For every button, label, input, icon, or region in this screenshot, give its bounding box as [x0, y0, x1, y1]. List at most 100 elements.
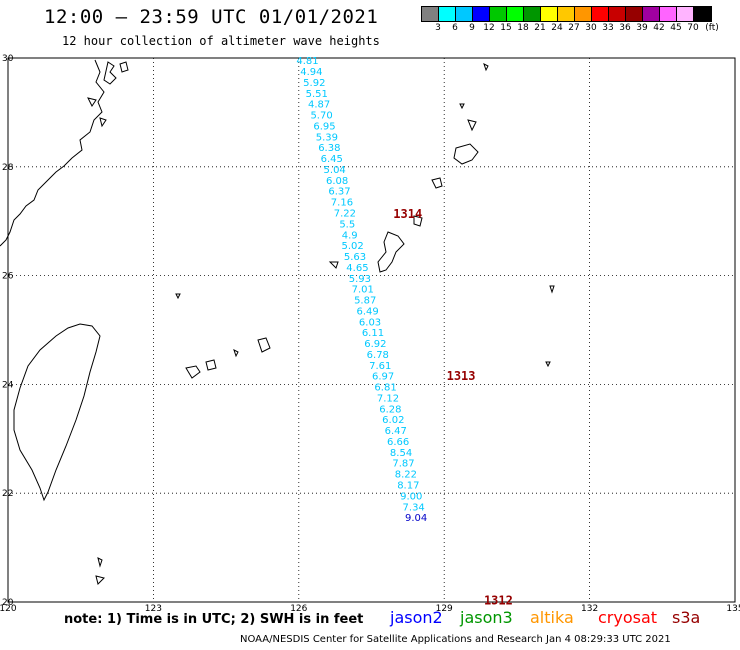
legend-tick-label: 9	[469, 23, 475, 33]
miyako-yaeyama-islands	[185, 337, 271, 379]
longitude-label: 135	[726, 604, 740, 614]
wave-height-value: 9.00	[400, 491, 422, 502]
longitude-label: 123	[145, 604, 162, 614]
legend-swatch	[643, 7, 660, 21]
wave-height-value: 5.63	[344, 252, 366, 263]
wave-height-value: 6.49	[356, 306, 378, 317]
map-subtitle: 12 hour collection of altimeter wave hei…	[62, 34, 380, 48]
wave-height-value: 7.22	[334, 208, 356, 219]
legend-tick-label: 18	[517, 23, 529, 33]
wave-height-value: 7.87	[392, 459, 414, 470]
latitude-label: 20	[2, 598, 14, 608]
wave-height-value: 6.37	[328, 187, 350, 198]
legend-tick-label: 42	[653, 23, 665, 33]
wave-height-value: 9.04	[405, 513, 427, 524]
legend-swatch	[558, 7, 575, 21]
legend-tick-label: 36	[619, 23, 631, 33]
longitude-label: 126	[290, 604, 307, 614]
wave-height-value: 5.87	[354, 296, 376, 307]
wave-height-value: 6.97	[372, 372, 394, 383]
wave-height-value: 6.95	[313, 121, 335, 132]
wave-height-value: 7.16	[331, 198, 353, 209]
satellite-legend-item: jason2	[390, 608, 443, 627]
pass-number-label: 1312	[484, 593, 513, 607]
legend-tick-label: 45	[670, 23, 682, 33]
china-coast	[0, 59, 105, 247]
legend-swatch	[660, 7, 677, 21]
footer-note: note: 1) Time is in UTC; 2) SWH is in fe…	[64, 612, 364, 627]
wave-height-value: 6.92	[364, 339, 386, 350]
wave-height-value: 5.70	[310, 111, 332, 122]
color-scale-legend	[421, 6, 712, 22]
wave-height-value: 4.9	[342, 230, 358, 241]
footer-credit: NOAA/NESDIS Center for Satellite Applica…	[240, 634, 671, 645]
legend-tick-label: 21	[534, 23, 546, 33]
wave-height-value: 5.51	[306, 89, 328, 100]
legend-swatch	[694, 7, 711, 21]
wave-height-value: 6.03	[359, 317, 381, 328]
pass-number-label: 1313	[447, 369, 476, 383]
wave-height-value: 7.01	[352, 285, 374, 296]
legend-swatch	[473, 7, 490, 21]
china-islands-north	[87, 61, 129, 128]
wave-height-value: 7.12	[377, 393, 399, 404]
wave-height-value: 4.94	[300, 67, 322, 78]
legend-tick-label: 30	[585, 23, 597, 33]
legend-swatch	[592, 7, 609, 21]
wave-height-value: 7.34	[403, 502, 425, 513]
coastline	[0, 59, 555, 585]
longitude-label: 132	[581, 604, 598, 614]
amami-islands	[413, 119, 479, 227]
satellite-legend-item: s3a	[672, 608, 701, 627]
wave-height-value: 6.28	[379, 404, 401, 415]
legend-tick-label: 24	[551, 23, 563, 33]
wave-height-value: 8.17	[397, 480, 419, 491]
wave-height-value: 8.22	[395, 470, 417, 481]
wave-height-value: 4.65	[346, 263, 368, 274]
legend-swatch	[524, 7, 541, 21]
small-islands	[95, 63, 555, 585]
legend-swatch	[490, 7, 507, 21]
legend-tick-label: 70	[687, 23, 699, 33]
legend-swatch	[456, 7, 473, 21]
longitude-label: 129	[436, 604, 453, 614]
longitude-label: 120	[0, 604, 17, 614]
wave-height-value: 5.92	[303, 78, 325, 89]
satellite-legend-item: altika	[530, 608, 574, 627]
wave-height-value: 7.61	[369, 361, 391, 372]
latitude-label: 24	[2, 380, 14, 390]
wave-height-value: 6.81	[374, 383, 396, 394]
map-title: 12:00 – 23:59 UTC 01/01/2021	[44, 6, 379, 28]
legend-tick-label: (ft)	[705, 23, 719, 33]
legend-swatch	[507, 7, 524, 21]
latitude-label: 28	[2, 163, 14, 173]
legend-swatch	[439, 7, 456, 21]
wave-height-value: 8.54	[390, 448, 412, 459]
legend-swatch	[422, 7, 439, 21]
wave-height-value: 5.04	[324, 165, 346, 176]
taiwan-island	[13, 323, 101, 502]
wave-height-value: 5.39	[316, 132, 338, 143]
legend-tick-label: 27	[568, 23, 580, 33]
legend-tick-label: 3	[435, 23, 441, 33]
wave-height-value: 6.78	[367, 350, 389, 361]
legend-swatch	[609, 7, 626, 21]
legend-tick-label: 15	[500, 23, 512, 33]
legend-tick-label: 12	[483, 23, 495, 33]
latitude-label: 26	[2, 272, 14, 282]
wave-height-value: 5.93	[349, 274, 371, 285]
wave-height-value: 6.47	[385, 426, 407, 437]
okinawa-island	[377, 231, 405, 273]
satellite-legend-item: cryosat	[598, 608, 658, 627]
legend-swatch	[541, 7, 558, 21]
altimeter-track: 4.814.945.925.514.875.706.955.396.386.45…	[296, 56, 427, 524]
wave-height-value: 4.81	[296, 56, 318, 67]
legend-swatch	[575, 7, 592, 21]
legend-swatch	[677, 7, 694, 21]
wave-height-value: 6.08	[326, 176, 348, 187]
satellite-legend-item: jason3	[460, 608, 513, 627]
pass-labels: 1314 1313 1312	[393, 207, 513, 607]
wave-height-value: 6.38	[318, 143, 340, 154]
